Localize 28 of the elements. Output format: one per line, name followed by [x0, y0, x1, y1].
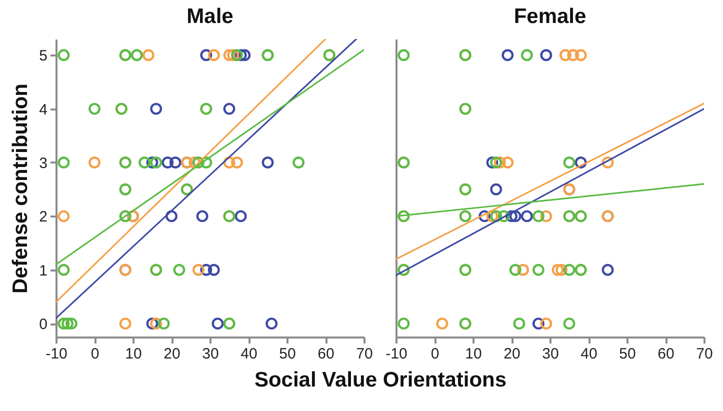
y-tick-label: 4 [39, 101, 48, 118]
x-tick-label: 10 [465, 346, 482, 362]
x-tick-label: 60 [318, 346, 334, 362]
x-tick-label: 0 [430, 346, 440, 362]
x-tick-label: -10 [46, 346, 68, 362]
x-tick-label: 40 [240, 346, 258, 362]
y-tick-label: 5 [39, 48, 48, 65]
y-tick-label: 3 [39, 154, 48, 172]
x-tick-label: 50 [279, 346, 296, 362]
x-tick-label: 10 [125, 346, 142, 362]
x-tick-label: 60 [658, 346, 674, 362]
x-tick-label: 20 [504, 346, 520, 362]
y-tick-label: 2 [39, 208, 48, 226]
chart-title: Male [186, 5, 234, 28]
chart-title: Female [514, 5, 586, 28]
y-tick-label: 1 [39, 262, 48, 280]
x-tick-label: 0 [90, 346, 100, 362]
x-axis-title: Social Value Orientations [254, 368, 507, 392]
x-tick-label: 20 [164, 346, 180, 362]
x-tick-label: 70 [356, 346, 373, 362]
y-axis-title: Defense contribution [9, 83, 32, 294]
x-tick-label: 40 [580, 346, 598, 362]
x-tick-label: 50 [619, 346, 636, 362]
x-tick-label: -10 [386, 346, 408, 362]
y-tick-label: 0 [39, 316, 48, 334]
x-tick-label: 30 [202, 346, 219, 362]
x-tick-label: 70 [696, 346, 713, 362]
x-tick-label: 30 [542, 346, 559, 362]
